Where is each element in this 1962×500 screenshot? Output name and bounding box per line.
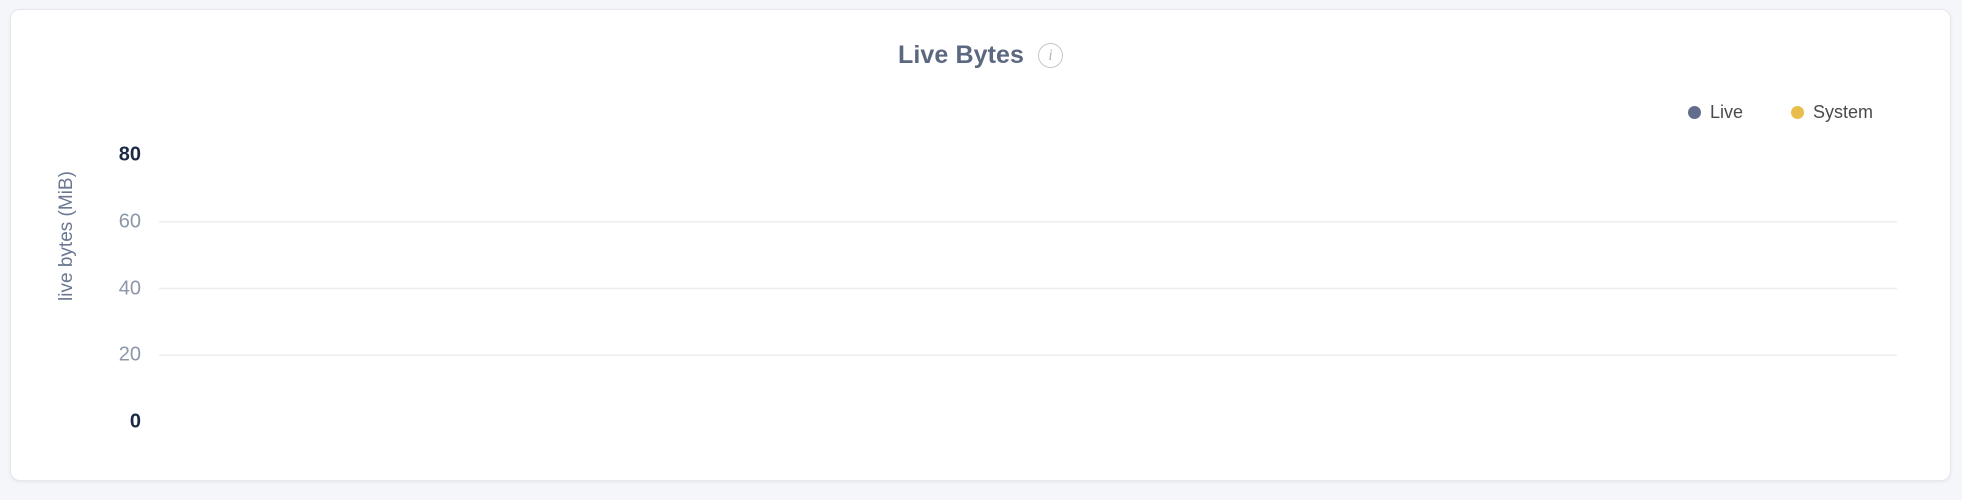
info-icon[interactable]: i [1038, 43, 1064, 68]
legend-dot-system [1790, 106, 1804, 119]
chart-header: Live Bytes i [11, 41, 1950, 70]
chart-legend: Live System [1687, 102, 1873, 123]
legend-item-system[interactable]: System [1790, 102, 1873, 123]
legend-item-live[interactable]: Live [1687, 102, 1743, 123]
y-tick-label-20: 20 [118, 343, 141, 366]
legend-label-live: Live [1709, 102, 1743, 122]
y-tick-label-40: 40 [118, 277, 141, 299]
legend-dot-live [1687, 106, 1701, 119]
live-bytes-chart-card: Live Bytes i Live System live bytes (MiB… [10, 9, 1951, 481]
chart-canvas [159, 221, 1897, 356]
info-icon-glyph: i [1048, 46, 1053, 64]
y-axis-ticks: 0 20 40 60 80 [51, 10, 141, 480]
page-title: Live Bytes [897, 41, 1025, 69]
y-tick-label-60: 60 [118, 210, 141, 233]
y-tick-label-80: 80 [118, 143, 141, 166]
legend-label-system: System [1812, 102, 1873, 122]
y-tick-label-0: 0 [129, 410, 141, 433]
